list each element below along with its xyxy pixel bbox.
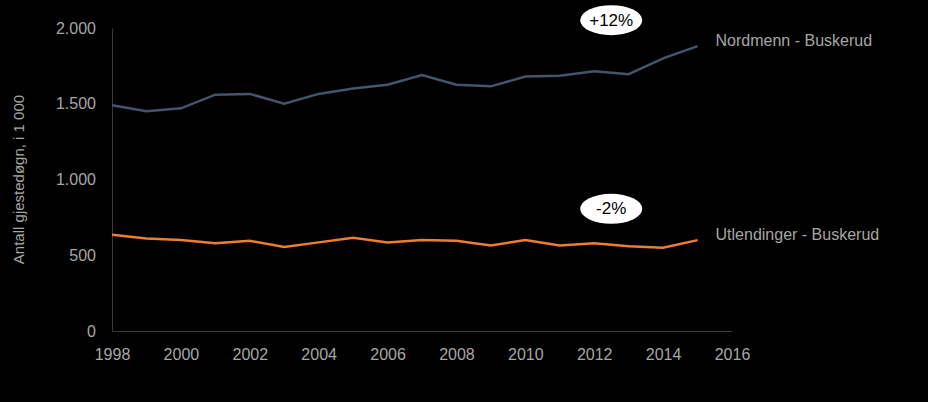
x-tick-label: 2010	[508, 346, 544, 363]
x-tick: 2012	[577, 331, 613, 363]
x-tick-label: 2008	[439, 346, 475, 363]
y-tick-label: 1.000	[56, 171, 96, 188]
y-tick-label: 500	[69, 247, 96, 264]
y-axis-line	[112, 29, 113, 332]
x-tick-label: 1998	[95, 346, 131, 363]
x-tick: 1998	[95, 331, 131, 363]
x-tick: 2008	[439, 331, 475, 363]
x-tick: 2016	[715, 331, 751, 363]
lines	[112, 46, 698, 247]
x-axis: 1998 2000 2002 2004 2006 2008 2010 2012 2014 2016	[95, 331, 751, 363]
x-tick-label: 2006	[370, 346, 406, 363]
background	[0, 0, 928, 402]
chart: 0 500 1.000 1.500 2.000 1998 2000 2002 2004 2006 2…	[0, 0, 928, 402]
y-tick-label: 2.000	[56, 20, 96, 37]
series-label: Utlendinger - Buskerud	[716, 226, 880, 243]
y-axis: 0 500 1.000 1.500 2.000	[56, 20, 113, 340]
x-tick-label: 2002	[232, 346, 268, 363]
series-line	[112, 235, 698, 248]
x-tick: 2006	[370, 331, 406, 363]
x-tick: 2004	[301, 331, 337, 363]
x-tick-label: 2004	[301, 346, 337, 363]
y-axis-title: Antall gjestedøgn, i 1 000	[10, 95, 27, 264]
annotation: -2%	[580, 194, 642, 224]
y-tick-label: 1.500	[56, 95, 96, 112]
x-tick: 2002	[232, 331, 268, 363]
labels: Nordmenn - Buskerud +12% Utlendinger - Bus…	[580, 5, 879, 243]
y-tick: 0	[87, 323, 112, 340]
y-tick: 1.500	[56, 95, 112, 112]
annotation: +12%	[580, 5, 642, 35]
x-tick: 2014	[646, 331, 682, 363]
series-line	[112, 46, 698, 111]
x-axis-line	[113, 331, 733, 332]
x-tick-label: 2016	[715, 346, 751, 363]
y-tick: 500	[69, 247, 112, 264]
series-label: Nordmenn - Buskerud	[716, 32, 873, 49]
annotation-bubble	[580, 194, 642, 224]
x-tick-label: 2012	[577, 346, 613, 363]
annotation-bubble	[580, 5, 642, 35]
x-tick: 2000	[164, 331, 200, 363]
x-tick: 2010	[508, 331, 544, 363]
y-tick: 1.000	[56, 171, 112, 188]
y-tick: 2.000	[56, 20, 112, 37]
x-tick-label: 2000	[164, 346, 200, 363]
annotation-text: +12%	[589, 11, 633, 30]
x-tick-label: 2014	[646, 346, 682, 363]
annotation-text: -2%	[596, 199, 626, 218]
y-tick-label: 0	[87, 323, 96, 340]
